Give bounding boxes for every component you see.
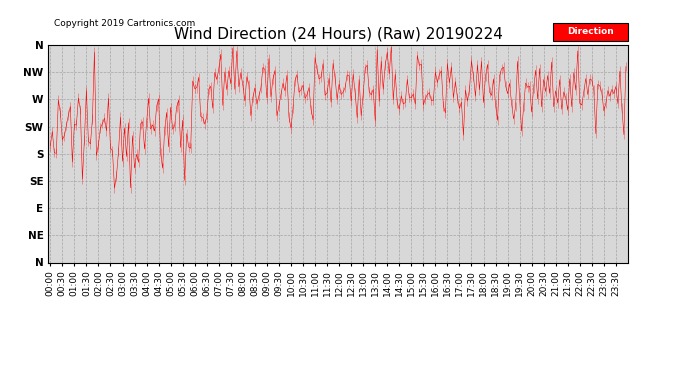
Bar (553, 23, 628, 40)
Text: Direction: Direction (567, 27, 613, 36)
Title: Wind Direction (24 Hours) (Raw) 20190224: Wind Direction (24 Hours) (Raw) 20190224 (174, 26, 502, 41)
Text: Copyright 2019 Cartronics.com: Copyright 2019 Cartronics.com (54, 19, 195, 28)
